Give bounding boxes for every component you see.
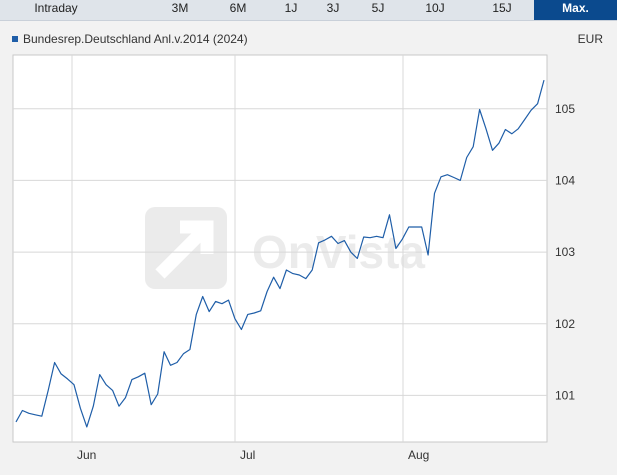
timeframe-tab-bar: Intraday 3M 6M 1J 3J 5J 10J 15J Max.	[0, 0, 617, 21]
x-tick-label: Jun	[77, 448, 96, 462]
tab-6m[interactable]: 6M	[229, 1, 247, 15]
tab-5j[interactable]: 5J	[371, 1, 385, 15]
tab-15j[interactable]: 15J	[492, 1, 512, 15]
tab-intraday[interactable]: Intraday	[34, 1, 78, 15]
x-tick-label: Aug	[408, 448, 429, 462]
legend-swatch-icon	[12, 36, 18, 42]
y-tick-label: 101	[555, 388, 575, 402]
tab-1j[interactable]: 1J	[284, 1, 298, 15]
y-tick-label: 102	[555, 317, 575, 331]
tab-10j[interactable]: 10J	[425, 1, 445, 15]
watermark-logo	[145, 207, 227, 289]
tab-3m[interactable]: 3M	[171, 1, 189, 15]
tab-max[interactable]: Max.	[534, 0, 617, 20]
x-tick-label: Jul	[240, 448, 255, 462]
y-tick-label: 103	[555, 245, 575, 259]
chart-panel: Bundesrep.Deutschland Anl.v.2014 (2024) …	[0, 22, 617, 475]
y-tick-label: 104	[555, 173, 575, 187]
y-tick-label: 105	[555, 102, 575, 116]
legend-label: Bundesrep.Deutschland Anl.v.2014 (2024)	[23, 32, 248, 46]
chart-legend: Bundesrep.Deutschland Anl.v.2014 (2024)	[12, 32, 248, 46]
series-line	[15, 79, 545, 428]
tab-3j[interactable]: 3J	[326, 1, 340, 15]
currency-label: EUR	[577, 32, 603, 46]
